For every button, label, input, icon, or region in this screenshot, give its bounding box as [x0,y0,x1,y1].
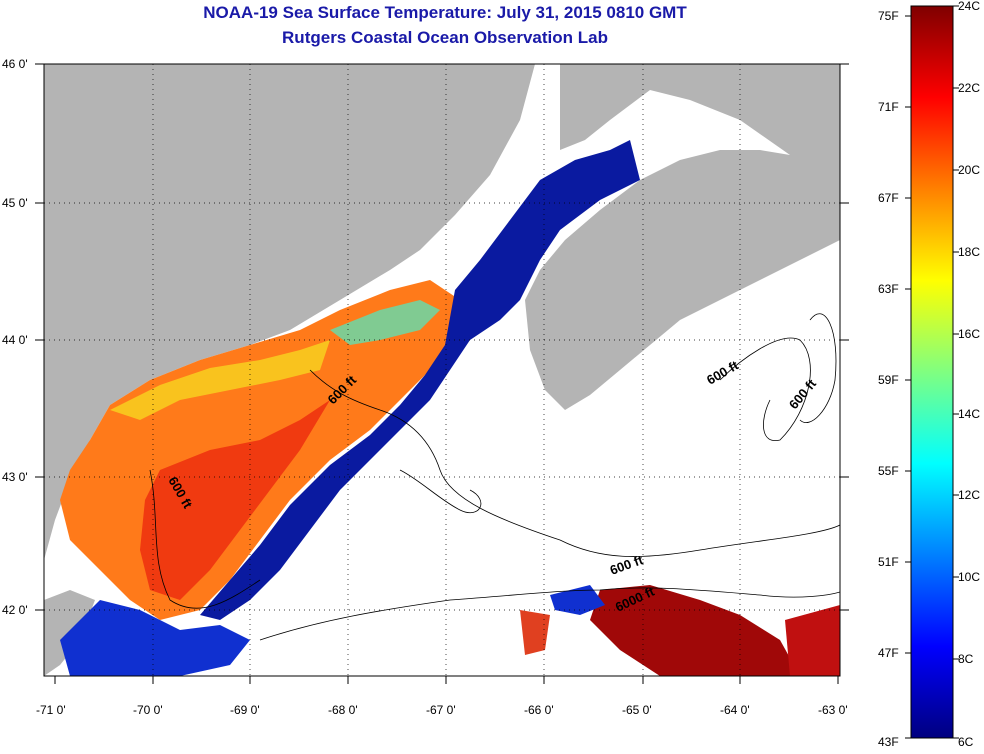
colorbar-c-20: 20C [958,163,980,177]
colorbar-f-51: 51F [878,555,899,569]
warm-patch-se [520,610,550,655]
graticule [44,64,840,676]
colorbar-f-55: 55F [878,464,899,478]
cold-water-south [60,600,250,676]
lon-label-64: -64 0' [720,703,750,717]
lat-label-43: 43 0' [2,470,28,484]
colorbar [910,5,954,739]
lat-label-42: 42 0' [2,603,28,617]
map-title: NOAA-19 Sea Surface Temperature: July 31… [203,3,687,22]
gulf-stream-warm [590,585,800,676]
lon-label-65: -65 0' [622,703,652,717]
maritimes-land [525,64,840,410]
colorbar-f-67: 67F [878,191,899,205]
colorbar-f-43: 43F [878,735,899,749]
colorbar-f-75: 75F [878,9,899,23]
cold-water-band [200,140,640,620]
lon-label-70: -70 0' [133,703,163,717]
lat-label-44: 44 0' [2,333,28,347]
colorbar-ticks [905,5,959,739]
gulf-stream-warm-2 [785,605,840,676]
plot-frame [43,63,841,677]
colorbar-c-16: 16C [958,327,980,341]
colorbar-f-71: 71F [878,100,899,114]
lon-label-63: -63 0' [818,703,848,717]
map-subtitle: Rutgers Coastal Ocean Observation Lab [282,28,608,47]
lon-label-68: -68 0' [328,703,358,717]
colorbar-c-10: 10C [958,570,980,584]
lon-label-71: -71 0' [36,703,66,717]
warm-water-red [140,400,330,600]
cold-patch-se [550,585,605,615]
colorbar-c-24: 24C [958,0,980,13]
colorbar-c-18: 18C [958,245,980,259]
colorbar-f-63: 63F [878,282,899,296]
colorbar-f-59: 59F [878,373,899,387]
cool-water-cyan [330,300,440,345]
colorbar-c-12: 12C [958,488,980,502]
colorbar-c-14: 14C [958,407,980,421]
colorbar-c-22: 22C [958,81,980,95]
colorbar-c-8: 8C [958,652,974,666]
bathymetry-contours [149,313,840,641]
lon-label-66: -66 0' [524,703,554,717]
new-england-land [44,64,535,560]
lat-label-45: 45 0' [2,196,28,210]
lat-label-46: 46 0' [2,57,28,71]
tick-marks [35,63,849,684]
colorbar-c-6: 6C [958,735,974,749]
colorbar-f-47: 47F [878,646,899,660]
lon-label-69: -69 0' [230,703,260,717]
lon-label-67: -67 0' [426,703,456,717]
mild-water-yellow [110,340,330,420]
